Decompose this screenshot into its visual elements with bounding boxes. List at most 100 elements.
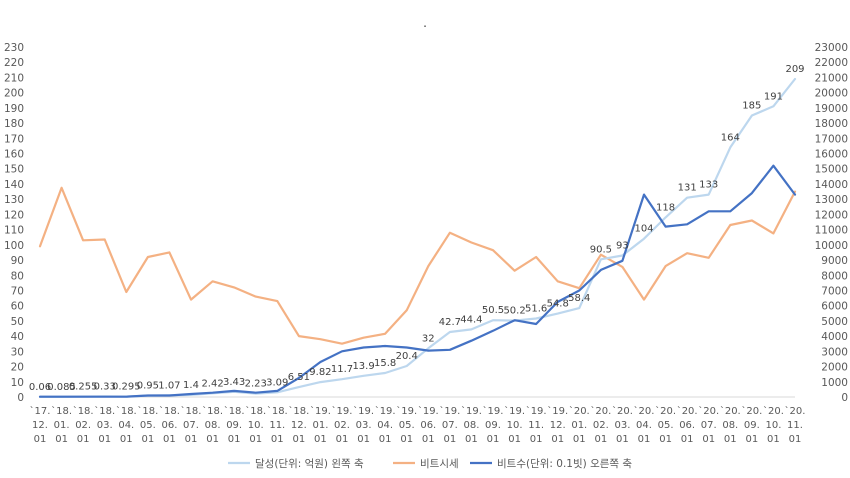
legend-label: 비트수(단위: 0.1빗) 오른쪽 축: [497, 457, 632, 470]
left-tick-label: 100: [4, 240, 24, 252]
data-label: 6.51: [288, 372, 310, 383]
left-tick-label: 230: [4, 42, 24, 54]
x-tick-label: `19. 10. 01: [504, 405, 525, 445]
left-tick-label: 50: [11, 316, 24, 328]
x-tick-label: `18. 05. 01: [137, 405, 158, 445]
left-tick-label: 150: [4, 164, 24, 176]
right-tick-label: 12000: [815, 209, 848, 221]
right-tick-label: 8000: [821, 270, 848, 282]
x-tick-label: `20. 08. 01: [720, 405, 741, 445]
x-tick-label: `18. 06. 01: [159, 405, 180, 445]
x-tick-label: `19. 05. 01: [396, 405, 417, 445]
x-tick-label: `20. 05. 01: [655, 405, 676, 445]
x-tick-label: `19. 12. 01: [547, 405, 568, 445]
right-tick-label: 13000: [815, 194, 848, 206]
left-tick-label: 10: [11, 377, 24, 389]
x-tick-label: `20. 09. 01: [741, 405, 762, 445]
left-tick-label: 180: [4, 118, 24, 130]
right-tick-label: 2000: [821, 362, 848, 374]
left-tick-label: 190: [4, 103, 24, 115]
x-tick-label: `18. 11. 01: [267, 405, 288, 445]
left-tick-label: 130: [4, 194, 24, 206]
data-label: 0.33: [94, 381, 116, 392]
x-tick-label: `19. 07. 01: [439, 405, 460, 445]
x-tick-label: `20. 06. 01: [677, 405, 698, 445]
data-label: 51.6: [525, 303, 547, 314]
right-tick-label: 22000: [815, 57, 848, 69]
right-tick-label: 17000: [815, 133, 848, 145]
data-label: 118: [656, 202, 675, 213]
right-tick-label: 19000: [815, 103, 848, 115]
right-tick-label: 0: [841, 392, 848, 404]
data-label: 0.95: [137, 381, 159, 392]
x-tick-label: `19. 06. 01: [418, 405, 439, 445]
x-tick-label: `19. 11. 01: [526, 405, 547, 445]
right-tick-label: 6000: [821, 301, 848, 313]
left-tick-label: 80: [11, 270, 24, 282]
left-tick-label: 170: [4, 133, 24, 145]
left-tick-label: 40: [11, 331, 24, 343]
legend-label: 달성(단위: 억원) 왼쪽 축: [255, 457, 364, 470]
left-tick-label: 210: [4, 72, 24, 84]
x-tick-label: `19. 04. 01: [375, 405, 396, 445]
left-axis: 0 10 20 30 40 50 60 70 80 90 100 110 120 130 140 150 160…: [4, 42, 24, 404]
right-tick-label: 15000: [815, 164, 848, 176]
data-label: 50.2: [503, 306, 525, 317]
data-label: 164: [721, 132, 740, 143]
x-tick-label: `20. 10. 01: [763, 405, 784, 445]
right-tick-label: 23000: [815, 42, 848, 54]
left-tick-label: 110: [4, 225, 24, 237]
data-label: 191: [764, 91, 783, 102]
data-label: 20.4: [396, 351, 418, 362]
data-label: 58.4: [568, 293, 590, 304]
x-tick-label: `19. 02. 01: [332, 405, 353, 445]
right-tick-label: 4000: [821, 331, 848, 343]
data-label: 13.9: [352, 361, 374, 372]
x-tick-label: `17. 12. 01: [30, 405, 51, 445]
series-layer: [38, 77, 797, 398]
x-tick-label: `18. 02. 01: [73, 405, 94, 445]
left-tick-label: 200: [4, 88, 24, 100]
data-label: 0.085: [47, 382, 76, 393]
x-tick-label: `20. 01. 01: [569, 405, 590, 445]
x-tick-label: `18. 10. 01: [245, 405, 266, 445]
series-line: [38, 186, 797, 345]
data-label: 2.23: [245, 379, 267, 390]
x-tick-label: `20. 04. 01: [634, 405, 655, 445]
x-tick-label: `18. 08. 01: [202, 405, 223, 445]
x-tick-label: `19. 01. 01: [310, 405, 331, 445]
left-tick-label: 120: [4, 209, 24, 221]
x-tick-label: `19. 09. 01: [483, 405, 504, 445]
data-label: 0.295: [112, 382, 141, 393]
x-tick-label: `18. 01. 01: [51, 405, 72, 445]
data-label: 93: [616, 240, 629, 251]
x-tick-label: `18. 07. 01: [181, 405, 202, 445]
right-tick-label: 1000: [821, 377, 848, 389]
data-label: 90.5: [590, 244, 612, 255]
x-tick-label: `20. 03. 01: [612, 405, 633, 445]
right-tick-label: 5000: [821, 316, 848, 328]
data-label: 2.42: [201, 378, 223, 389]
series-line: [38, 164, 797, 398]
data-label: 0.255: [69, 382, 98, 393]
data-label: 0.06: [29, 382, 51, 393]
x-tick-label: `18. 03. 01: [94, 405, 115, 445]
left-tick-label: 70: [11, 285, 24, 297]
right-axis: 0 1000 2000 3000 4000 5000 6000 7000 8000 9000 100…: [815, 42, 848, 404]
right-tick-label: 7000: [821, 285, 848, 297]
right-tick-label: 3000: [821, 346, 848, 358]
left-tick-label: 160: [4, 149, 24, 161]
right-tick-label: 20000: [815, 88, 848, 100]
data-label: 15.8: [374, 358, 396, 369]
right-tick-label: 10000: [815, 240, 848, 252]
data-label: 3.09: [266, 377, 288, 388]
data-label: 1.4: [183, 380, 199, 391]
right-tick-label: 11000: [815, 225, 848, 237]
left-tick-label: 140: [4, 179, 24, 191]
data-label: 54.8: [547, 299, 569, 310]
data-label: 9.82: [309, 367, 331, 378]
data-label: 3.43: [223, 377, 245, 388]
data-label: 131: [678, 183, 697, 194]
